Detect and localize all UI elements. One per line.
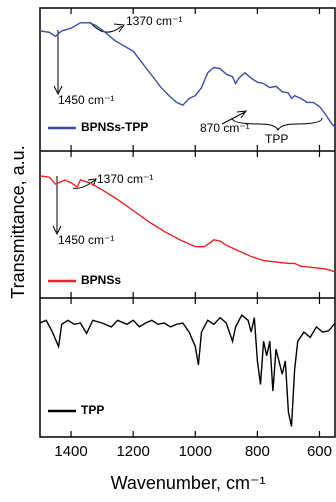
- annotation: 1450 cm⁻¹: [58, 233, 114, 247]
- brace: [231, 117, 323, 132]
- annotation: 870 cm⁻¹: [200, 121, 250, 135]
- legend-label: TPP: [81, 403, 104, 417]
- x-tick-label: 1000: [179, 443, 212, 460]
- x-tick-label: 800: [245, 443, 270, 460]
- x-tick-label: 1400: [54, 443, 87, 460]
- arrow-head: [87, 178, 97, 187]
- arrow-head: [52, 225, 62, 236]
- annotation: 1450 cm⁻¹: [58, 93, 114, 107]
- legend-label: BPNSs: [81, 273, 121, 287]
- annotation: TPP: [265, 132, 288, 146]
- frame: [39, 7, 336, 438]
- annotation: 1370 cm⁻¹: [126, 14, 182, 28]
- y-axis-label: Transmittance, a.u.: [8, 145, 28, 298]
- spectrum-line: [39, 314, 336, 427]
- arrow: [72, 179, 96, 189]
- annotation: 1370 cm⁻¹: [97, 172, 153, 186]
- spectrum-line: [39, 22, 336, 128]
- arrow: [89, 21, 123, 33]
- legend-label: BPNSs-TPP: [81, 120, 148, 134]
- x-axis-label: Wavenumber, cm⁻¹: [111, 473, 266, 493]
- x-tick-label: 600: [307, 443, 332, 460]
- arrow-head: [53, 85, 63, 96]
- spectrum-line: [39, 175, 336, 273]
- arrow: [221, 111, 246, 125]
- arrow-head: [236, 110, 248, 119]
- arrow-head: [113, 23, 125, 33]
- x-tick-label: 1200: [116, 443, 149, 460]
- plot-frame: [39, 7, 336, 438]
